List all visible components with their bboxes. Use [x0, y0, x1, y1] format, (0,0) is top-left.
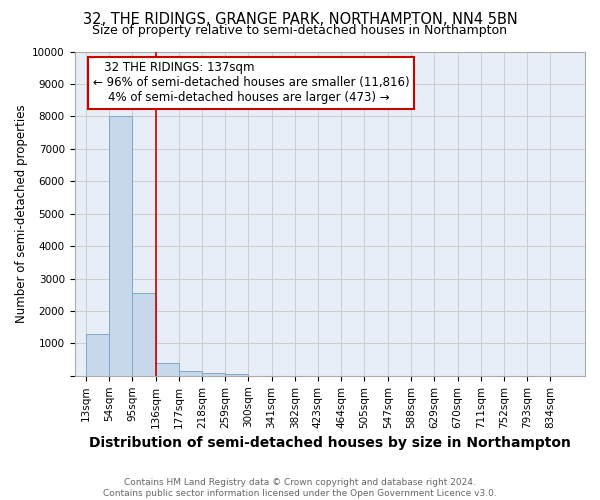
- Text: 32 THE RIDINGS: 137sqm
← 96% of semi-detached houses are smaller (11,816)
    4%: 32 THE RIDINGS: 137sqm ← 96% of semi-det…: [93, 61, 410, 104]
- Bar: [225, 374, 248, 376]
- Bar: [109, 116, 133, 376]
- X-axis label: Distribution of semi-detached houses by size in Northampton: Distribution of semi-detached houses by …: [89, 436, 571, 450]
- Text: Contains HM Land Registry data © Crown copyright and database right 2024.
Contai: Contains HM Land Registry data © Crown c…: [103, 478, 497, 498]
- Bar: [179, 371, 202, 376]
- Bar: [155, 363, 179, 376]
- Bar: [86, 334, 109, 376]
- Text: 32, THE RIDINGS, GRANGE PARK, NORTHAMPTON, NN4 5BN: 32, THE RIDINGS, GRANGE PARK, NORTHAMPTO…: [83, 12, 517, 28]
- Y-axis label: Number of semi-detached properties: Number of semi-detached properties: [15, 104, 28, 323]
- Bar: [202, 372, 225, 376]
- Text: Size of property relative to semi-detached houses in Northampton: Size of property relative to semi-detach…: [92, 24, 508, 37]
- Bar: [133, 293, 155, 376]
